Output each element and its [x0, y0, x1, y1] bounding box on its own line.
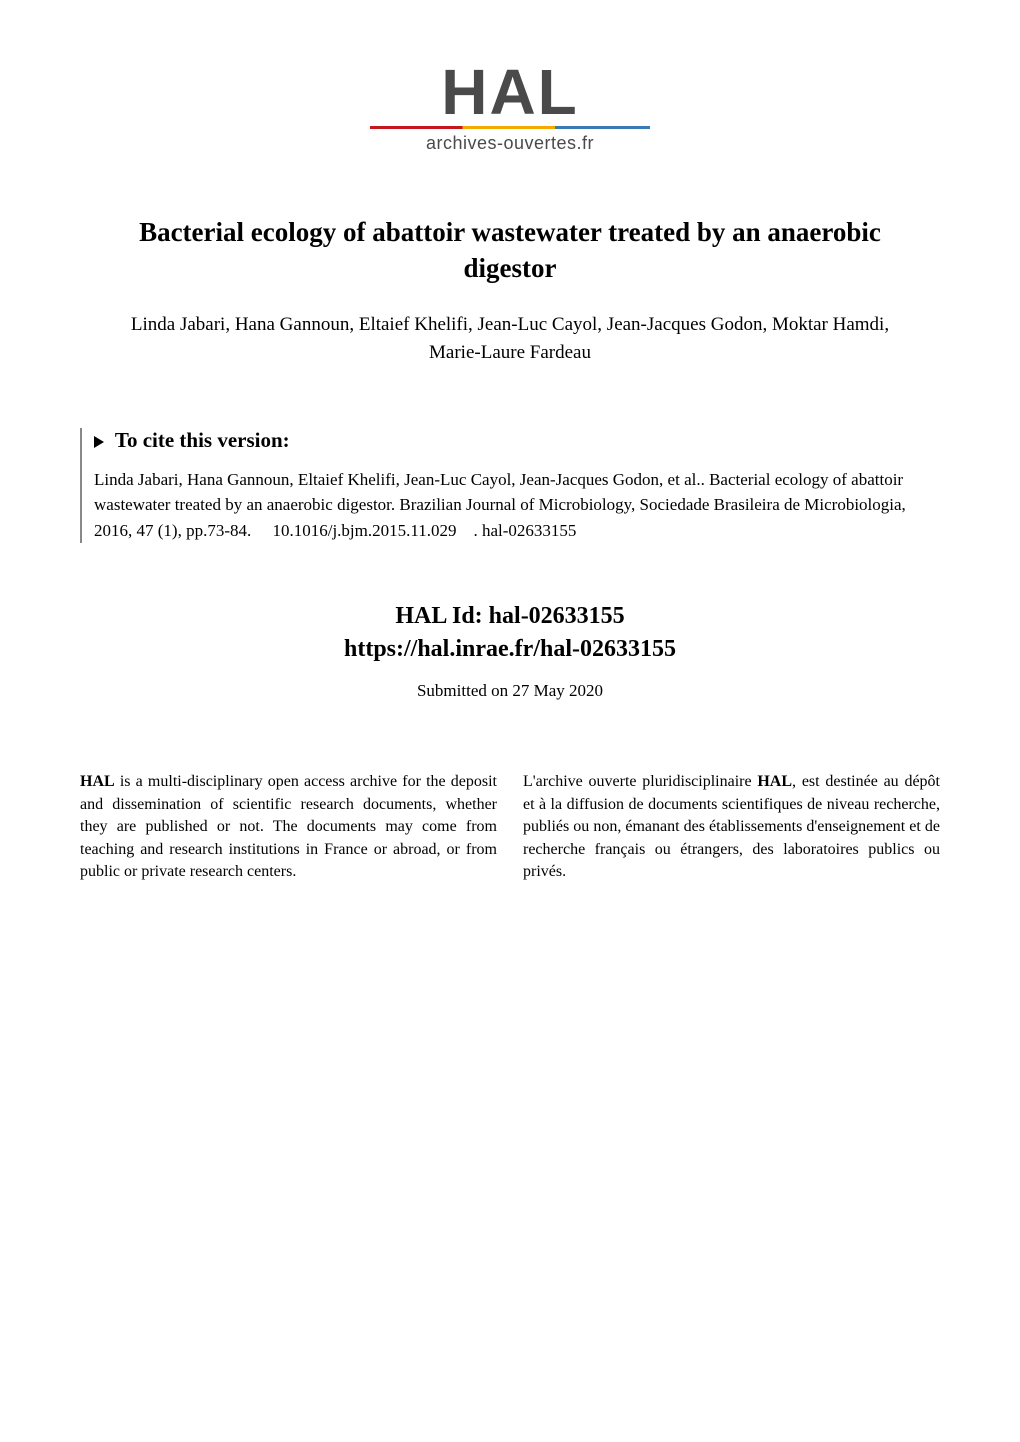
logo-main-text: HAL — [370, 60, 650, 124]
logo-subtext: archives-ouvertes.fr — [370, 133, 650, 154]
submitted-date: Submitted on 27 May 2020 — [80, 681, 940, 701]
triangle-icon — [94, 436, 104, 448]
citation-text: Linda Jabari, Hana Gannoun, Eltaief Khel… — [94, 467, 940, 544]
author-list: Linda Jabari, Hana Gannoun, Eltaief Khel… — [80, 311, 940, 368]
description-columns: HAL is a multi-disciplinary open access … — [80, 771, 940, 883]
description-left-text: HAL is a multi-disciplinary open access … — [80, 773, 497, 880]
citation-block: To cite this version: Linda Jabari, Hana… — [80, 428, 940, 544]
hal-id-label: HAL Id: hal-02633155 — [80, 603, 940, 630]
hal-url: https://hal.inrae.fr/hal-02633155 — [80, 636, 940, 663]
hal-logo-block: HAL archives-ouvertes.fr — [80, 60, 940, 154]
hal-logo: HAL archives-ouvertes.fr — [370, 60, 650, 154]
description-right: L'archive ouverte pluridisciplinaire HAL… — [523, 771, 940, 883]
cite-heading: To cite this version: — [94, 428, 940, 453]
hal-id-block: HAL Id: hal-02633155 https://hal.inrae.f… — [80, 603, 940, 663]
paper-title: Bacterial ecology of abattoir wastewater… — [80, 214, 940, 287]
cite-heading-text: To cite this version: — [115, 428, 290, 452]
description-right-text: L'archive ouverte pluridisciplinaire HAL… — [523, 773, 940, 880]
description-left: HAL is a multi-disciplinary open access … — [80, 771, 497, 883]
